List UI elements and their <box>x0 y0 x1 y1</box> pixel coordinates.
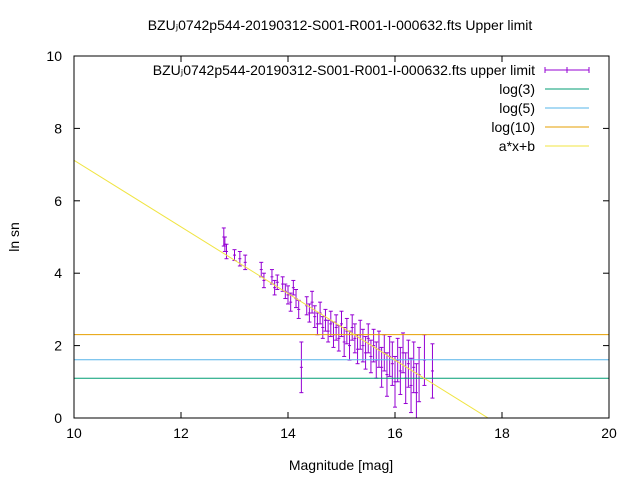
data-point-31 <box>336 325 341 352</box>
series-clip-group <box>74 159 609 418</box>
legend-label-1: log(3) <box>499 81 535 97</box>
data-point-7 <box>261 272 266 289</box>
data-point-28 <box>328 310 333 338</box>
data-point-35 <box>347 330 352 361</box>
data-point-33 <box>342 327 347 357</box>
data-point-9 <box>272 279 277 296</box>
plot-frame <box>73 55 610 419</box>
x-tick-label-2: 14 <box>280 425 296 441</box>
x-tick-label-5: 20 <box>601 425 617 441</box>
x-tick-label-4: 18 <box>494 425 510 441</box>
series-layer <box>74 159 609 418</box>
data-point-57 <box>406 339 411 388</box>
legend-label-3: log(10) <box>491 119 535 135</box>
data-point-32 <box>339 310 344 338</box>
legend-label-0: BZUⱼ0742p544-20190312-S001-R001-I-000632… <box>153 62 535 78</box>
data-point-42 <box>366 323 371 354</box>
data-point-8 <box>269 269 274 285</box>
legend-label-4: a*x+b <box>499 138 535 154</box>
data-point-13 <box>286 285 290 305</box>
chart-title: BZUⱼ0742p544-20190312-S001-R001-I-000632… <box>148 17 533 33</box>
y-tick-label-0: 0 <box>54 410 62 426</box>
y-axis-label: ln sn <box>6 222 22 252</box>
x-tick-label-3: 16 <box>387 425 403 441</box>
data-point-2 <box>224 243 229 260</box>
data-point-6 <box>259 261 264 278</box>
y-tick-label-4: 8 <box>54 120 62 136</box>
data-point-34 <box>344 317 349 345</box>
data-point-52 <box>393 355 397 408</box>
data-point-18 <box>299 341 304 394</box>
data-point-15 <box>291 279 296 296</box>
x-axis-label: Magnitude [mag] <box>289 457 393 473</box>
data-point-37 <box>352 323 357 354</box>
data-point-54 <box>398 346 403 395</box>
x-tick-label-1: 12 <box>173 425 189 441</box>
data-point-47 <box>379 346 384 388</box>
legend-label-2: log(5) <box>499 100 535 116</box>
data-point-14 <box>288 292 293 312</box>
legend: BZUⱼ0742p544-20190312-S001-R001-I-000632… <box>153 62 590 154</box>
data-point-63 <box>430 343 435 399</box>
y-tick-label-3: 6 <box>54 193 62 209</box>
data-point-51 <box>390 341 395 386</box>
series-line-4 <box>74 159 489 418</box>
data-point-22 <box>312 305 317 328</box>
data-point-17 <box>296 299 301 319</box>
data-point-27 <box>326 319 331 343</box>
data-point-21 <box>310 290 315 314</box>
data-point-58 <box>409 357 414 414</box>
series-errorbars-0 <box>221 227 435 418</box>
data-point-36 <box>350 314 355 341</box>
axis-layer: 10 12 14 16 18 20 0 2 4 6 8 10 <box>46 48 617 441</box>
y-tick-label-5: 10 <box>46 48 62 64</box>
x-tick-label-0: 10 <box>66 425 82 441</box>
y-tick-label-2: 4 <box>54 265 62 281</box>
data-point-30 <box>334 314 339 341</box>
y-tick-label-1: 2 <box>54 338 62 354</box>
